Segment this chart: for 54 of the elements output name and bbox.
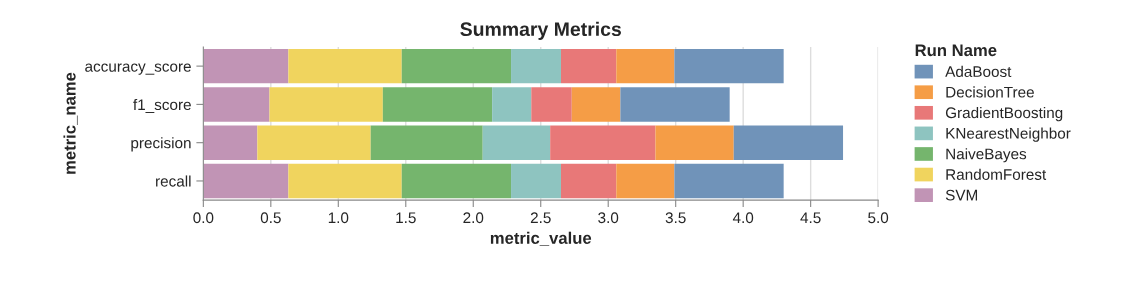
bar <box>257 125 371 160</box>
legend-label: NaiveBayes <box>946 148 1027 163</box>
legend-label: GradientBoosting <box>945 106 1063 122</box>
x-tick-label: 0.5 <box>260 212 281 224</box>
bar <box>203 125 258 160</box>
x-tick-label: 0.0 <box>193 212 214 224</box>
bar <box>203 48 289 84</box>
bar <box>560 48 617 84</box>
bar <box>482 125 551 160</box>
legend-label: KNearestNeighbor <box>946 127 1071 142</box>
bar <box>288 48 402 84</box>
x-tick-label: 4.5 <box>800 212 821 224</box>
bar <box>401 163 512 199</box>
bar <box>550 125 656 160</box>
x-tick-label: 4.0 <box>732 212 754 224</box>
bar <box>401 48 512 84</box>
bar <box>571 87 621 122</box>
bar <box>288 163 402 199</box>
legend-label: DecisionTree <box>946 86 1034 98</box>
x-tick-label: 3.5 <box>665 212 686 224</box>
legend-title: Run Name <box>915 44 997 57</box>
x-tick-label: 2.0 <box>463 212 484 224</box>
y-tick-label: f1_score <box>133 98 191 113</box>
bar <box>674 163 784 199</box>
x-tick-label: 2.5 <box>530 212 551 224</box>
bar <box>616 48 675 84</box>
x-tick-label: 1.0 <box>328 212 349 224</box>
y-tick-label: precision <box>131 137 191 152</box>
bar <box>370 125 483 160</box>
x-axis-title: metric_value <box>490 231 592 246</box>
chart-title: Summary Metrics <box>460 21 621 40</box>
bar <box>655 125 734 160</box>
x-tick-label: 5.0 <box>868 212 889 224</box>
bar <box>531 87 572 122</box>
bar <box>492 87 532 122</box>
bar <box>382 87 493 122</box>
y-axis-title: metric_name <box>63 72 78 174</box>
bar <box>674 48 784 84</box>
bar <box>203 163 289 199</box>
y-tick-label: accuracy_score <box>85 63 191 75</box>
bar <box>560 163 617 199</box>
bar <box>616 163 675 199</box>
legend-label: AdaBoost <box>945 65 1012 78</box>
bar <box>733 125 844 160</box>
bar <box>620 87 730 122</box>
bar <box>511 163 561 199</box>
x-tick-label: 1.5 <box>396 212 416 224</box>
x-tick-label: 3.0 <box>598 212 619 224</box>
y-tick-label: recall <box>156 175 191 187</box>
bar <box>203 87 270 122</box>
legend-label: SVM <box>945 189 978 201</box>
bar <box>511 48 561 84</box>
legend-label: RandomForest <box>946 168 1047 180</box>
bar <box>269 87 383 122</box>
